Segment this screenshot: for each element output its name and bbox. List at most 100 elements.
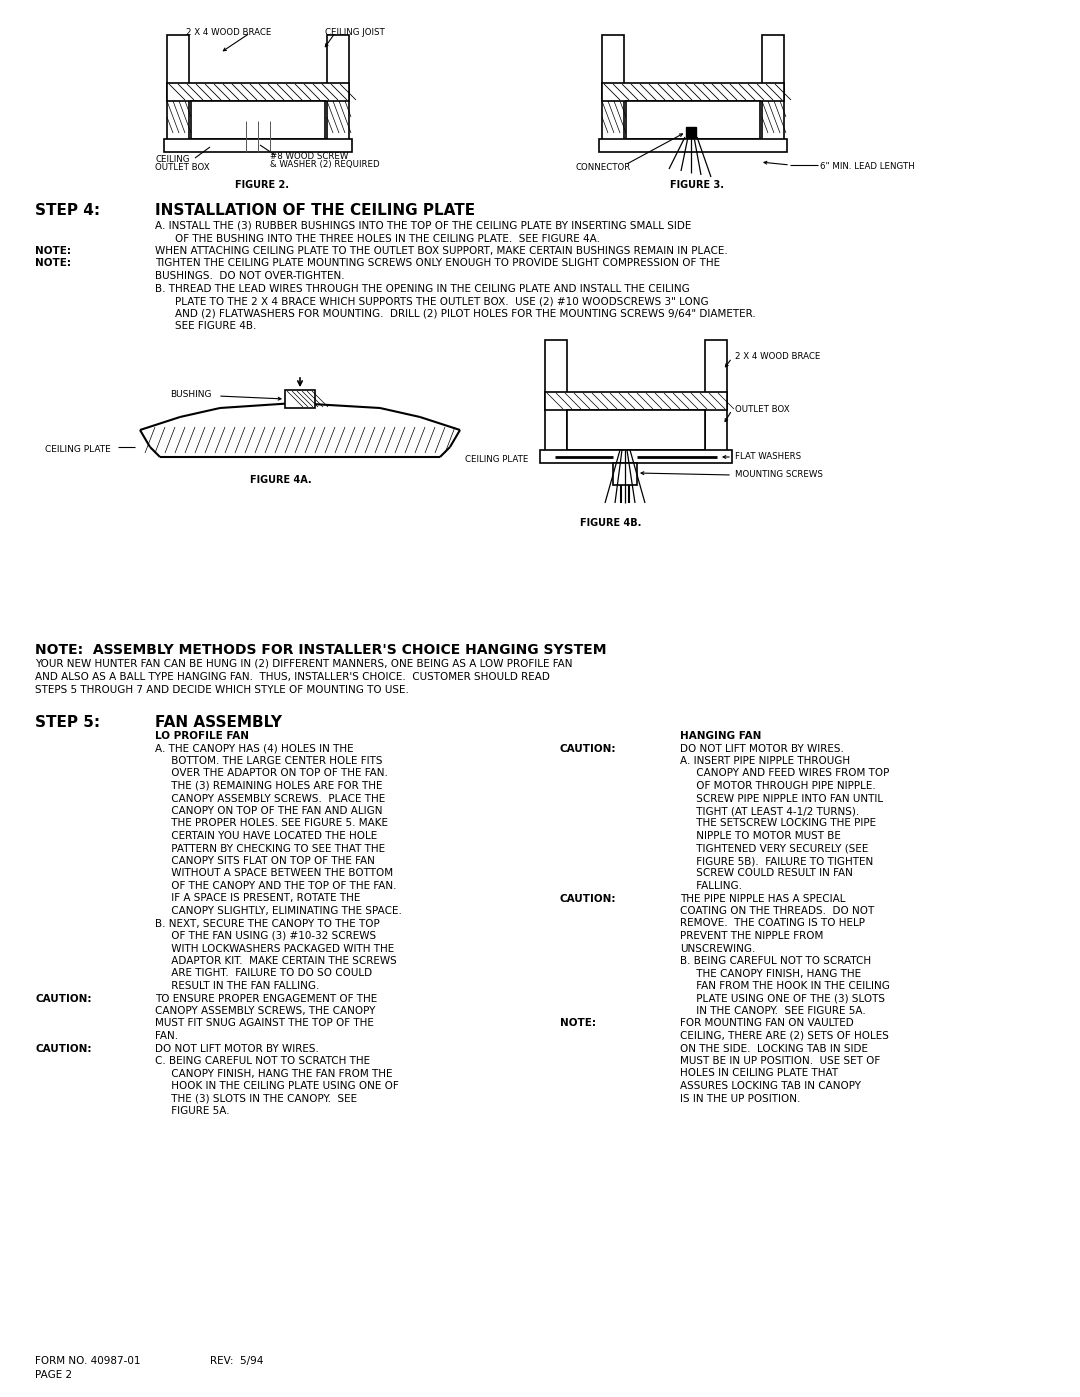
Text: NOTE:: NOTE: (561, 1018, 596, 1028)
Text: YOUR NEW HUNTER FAN CAN BE HUNG IN (2) DIFFERENT MANNERS, ONE BEING AS A LOW PRO: YOUR NEW HUNTER FAN CAN BE HUNG IN (2) D… (35, 659, 572, 669)
Text: DO NOT LIFT MOTOR BY WIRES.: DO NOT LIFT MOTOR BY WIRES. (680, 743, 843, 753)
Text: CEILING JOIST: CEILING JOIST (325, 28, 384, 36)
Bar (327, 35, 349, 140)
Text: HANGING FAN: HANGING FAN (680, 731, 761, 740)
Text: HOOK IN THE CEILING PLATE USING ONE OF: HOOK IN THE CEILING PLATE USING ONE OF (156, 1081, 399, 1091)
Text: INSTALLATION OF THE CEILING PLATE: INSTALLATION OF THE CEILING PLATE (156, 203, 475, 218)
Text: FIGURE 4A.: FIGURE 4A. (249, 475, 312, 485)
Text: CAUTION:: CAUTION: (561, 743, 617, 753)
Text: OVER THE ADAPTOR ON TOP OF THE FAN.: OVER THE ADAPTOR ON TOP OF THE FAN. (156, 768, 388, 778)
Bar (167, 35, 189, 140)
Bar (191, 101, 325, 138)
Bar (167, 82, 349, 101)
Text: OF THE FAN USING (3) #10-32 SCREWS: OF THE FAN USING (3) #10-32 SCREWS (156, 930, 376, 942)
Text: IN THE CANOPY.  SEE FIGURE 5A.: IN THE CANOPY. SEE FIGURE 5A. (680, 1006, 866, 1016)
Text: FAN FROM THE HOOK IN THE CEILING: FAN FROM THE HOOK IN THE CEILING (680, 981, 890, 990)
Text: SCREW COULD RESULT IN FAN: SCREW COULD RESULT IN FAN (680, 869, 853, 879)
Text: FIGURE 2.: FIGURE 2. (235, 180, 289, 190)
Text: FIGURE 4B.: FIGURE 4B. (580, 518, 642, 528)
Text: PREVENT THE NIPPLE FROM: PREVENT THE NIPPLE FROM (680, 930, 823, 942)
Text: SEE FIGURE 4B.: SEE FIGURE 4B. (175, 321, 256, 331)
Bar (613, 462, 637, 485)
Text: LO PROFILE FAN: LO PROFILE FAN (156, 731, 249, 740)
Bar (545, 339, 567, 455)
Text: WHEN ATTACHING CEILING PLATE TO THE OUTLET BOX SUPPORT, MAKE CERTAIN BUSHINGS RE: WHEN ATTACHING CEILING PLATE TO THE OUTL… (156, 246, 728, 256)
Text: THE (3) SLOTS IN THE CANOPY.  SEE: THE (3) SLOTS IN THE CANOPY. SEE (156, 1094, 357, 1104)
Text: SCREW PIPE NIPPLE INTO FAN UNTIL: SCREW PIPE NIPPLE INTO FAN UNTIL (680, 793, 883, 803)
Bar (164, 138, 352, 152)
Text: FLAT WASHERS: FLAT WASHERS (735, 453, 801, 461)
Text: 2 X 4 WOOD BRACE: 2 X 4 WOOD BRACE (735, 352, 821, 360)
Text: NOTE:: NOTE: (35, 258, 71, 268)
Text: CANOPY ASSEMBLY SCREWS, THE CANOPY: CANOPY ASSEMBLY SCREWS, THE CANOPY (156, 1006, 376, 1016)
Text: OUTLET BOX: OUTLET BOX (735, 405, 789, 414)
Text: ADAPTOR KIT.  MAKE CERTAIN THE SCREWS: ADAPTOR KIT. MAKE CERTAIN THE SCREWS (156, 956, 396, 965)
Text: CAUTION:: CAUTION: (35, 993, 92, 1003)
Text: B. THREAD THE LEAD WIRES THROUGH THE OPENING IN THE CEILING PLATE AND INSTALL TH: B. THREAD THE LEAD WIRES THROUGH THE OPE… (156, 284, 690, 293)
Text: TIGHTEN THE CEILING PLATE MOUNTING SCREWS ONLY ENOUGH TO PROVIDE SLIGHT COMPRESS: TIGHTEN THE CEILING PLATE MOUNTING SCREW… (156, 258, 720, 268)
Text: THE (3) REMAINING HOLES ARE FOR THE: THE (3) REMAINING HOLES ARE FOR THE (156, 781, 382, 791)
Text: UNSCREWING.: UNSCREWING. (680, 943, 755, 954)
Text: PLATE USING ONE OF THE (3) SLOTS: PLATE USING ONE OF THE (3) SLOTS (680, 993, 885, 1003)
Text: FIGURE 3.: FIGURE 3. (670, 180, 724, 190)
Text: A. INSERT PIPE NIPPLE THROUGH: A. INSERT PIPE NIPPLE THROUGH (680, 756, 850, 766)
Text: CANOPY SITS FLAT ON TOP OF THE FAN: CANOPY SITS FLAT ON TOP OF THE FAN (156, 856, 375, 866)
Text: CAUTION:: CAUTION: (561, 894, 617, 904)
Text: REV:  5/94: REV: 5/94 (210, 1356, 264, 1366)
Text: WITHOUT A SPACE BETWEEN THE BOTTOM: WITHOUT A SPACE BETWEEN THE BOTTOM (156, 869, 393, 879)
Text: 6" MIN. LEAD LENGTH: 6" MIN. LEAD LENGTH (820, 162, 915, 170)
Text: CEILING PLATE: CEILING PLATE (45, 446, 111, 454)
Text: WITH LOCKWASHERS PACKAGED WITH THE: WITH LOCKWASHERS PACKAGED WITH THE (156, 943, 394, 954)
Text: REMOVE.  THE COATING IS TO HELP: REMOVE. THE COATING IS TO HELP (680, 918, 865, 929)
Text: PATTERN BY CHECKING TO SEE THAT THE: PATTERN BY CHECKING TO SEE THAT THE (156, 844, 386, 854)
Text: NOTE:: NOTE: (35, 246, 71, 256)
Bar (540, 450, 732, 462)
Text: & WASHER (2) REQUIRED: & WASHER (2) REQUIRED (270, 161, 380, 169)
Text: DO NOT LIFT MOTOR BY WIRES.: DO NOT LIFT MOTOR BY WIRES. (156, 1044, 319, 1053)
Text: IF A SPACE IS PRESENT, ROTATE THE: IF A SPACE IS PRESENT, ROTATE THE (156, 894, 361, 904)
Text: THE PROPER HOLES. SEE FIGURE 5. MAKE: THE PROPER HOLES. SEE FIGURE 5. MAKE (156, 819, 388, 828)
Text: #8 WOOD SCREW: #8 WOOD SCREW (270, 152, 349, 161)
Text: ARE TIGHT.  FAILURE TO DO SO COULD: ARE TIGHT. FAILURE TO DO SO COULD (156, 968, 373, 978)
Text: CANOPY SLIGHTLY, ELIMINATING THE SPACE.: CANOPY SLIGHTLY, ELIMINATING THE SPACE. (156, 907, 402, 916)
Text: FIGURE 5A.: FIGURE 5A. (156, 1106, 230, 1116)
Text: THE PIPE NIPPLE HAS A SPECIAL: THE PIPE NIPPLE HAS A SPECIAL (680, 894, 846, 904)
Text: CANOPY AND FEED WIRES FROM TOP: CANOPY AND FEED WIRES FROM TOP (680, 768, 889, 778)
Bar (599, 138, 787, 152)
Text: FIGURE 5B).  FAILURE TO TIGHTEN: FIGURE 5B). FAILURE TO TIGHTEN (680, 856, 874, 866)
Text: CANOPY ASSEMBLY SCREWS.  PLACE THE: CANOPY ASSEMBLY SCREWS. PLACE THE (156, 793, 386, 803)
Text: HOLES IN CEILING PLATE THAT: HOLES IN CEILING PLATE THAT (680, 1069, 838, 1078)
Text: NIPPLE TO MOTOR MUST BE: NIPPLE TO MOTOR MUST BE (680, 831, 841, 841)
Bar (602, 82, 784, 101)
Text: RESULT IN THE FAN FALLING.: RESULT IN THE FAN FALLING. (156, 981, 320, 990)
Text: CEILING PLATE: CEILING PLATE (465, 455, 528, 464)
Text: A. INSTALL THE (3) RUBBER BUSHINGS INTO THE TOP OF THE CEILING PLATE BY INSERTIN: A. INSTALL THE (3) RUBBER BUSHINGS INTO … (156, 221, 691, 231)
Text: CEILING, THERE ARE (2) SETS OF HOLES: CEILING, THERE ARE (2) SETS OF HOLES (680, 1031, 889, 1041)
Text: MOUNTING SCREWS: MOUNTING SCREWS (735, 469, 823, 479)
Text: THE CANOPY FINISH, HANG THE: THE CANOPY FINISH, HANG THE (680, 968, 861, 978)
Text: COATING ON THE THREADS.  DO NOT: COATING ON THE THREADS. DO NOT (680, 907, 874, 916)
Text: OF THE CANOPY AND THE TOP OF THE FAN.: OF THE CANOPY AND THE TOP OF THE FAN. (156, 882, 396, 891)
Text: FAN.: FAN. (156, 1031, 178, 1041)
Text: STEP 5:: STEP 5: (35, 715, 100, 731)
Text: AND (2) FLATWASHERS FOR MOUNTING.  DRILL (2) PILOT HOLES FOR THE MOUNTING SCREWS: AND (2) FLATWASHERS FOR MOUNTING. DRILL … (175, 309, 756, 319)
Text: BUSHINGS.  DO NOT OVER-TIGHTEN.: BUSHINGS. DO NOT OVER-TIGHTEN. (156, 271, 345, 281)
Text: MUST BE IN UP POSITION.  USE SET OF: MUST BE IN UP POSITION. USE SET OF (680, 1056, 880, 1066)
Text: CANOPY FINISH, HANG THE FAN FROM THE: CANOPY FINISH, HANG THE FAN FROM THE (156, 1069, 392, 1078)
Bar (285, 390, 315, 408)
Bar (602, 35, 624, 140)
Text: FAN ASSEMBLY: FAN ASSEMBLY (156, 715, 282, 731)
Text: TIGHT (AT LEAST 4-1/2 TURNS).: TIGHT (AT LEAST 4-1/2 TURNS). (680, 806, 860, 816)
Bar (567, 409, 705, 450)
Text: BUSHING: BUSHING (170, 390, 212, 400)
Text: B. BEING CAREFUL NOT TO SCRATCH: B. BEING CAREFUL NOT TO SCRATCH (680, 956, 872, 965)
Text: BOTTOM. THE LARGE CENTER HOLE FITS: BOTTOM. THE LARGE CENTER HOLE FITS (156, 756, 382, 766)
Text: PLATE TO THE 2 X 4 BRACE WHICH SUPPORTS THE OUTLET BOX.  USE (2) #10 WOODSCREWS : PLATE TO THE 2 X 4 BRACE WHICH SUPPORTS … (175, 296, 708, 306)
Bar (626, 101, 760, 138)
Text: ON THE SIDE.  LOCKING TAB IN SIDE: ON THE SIDE. LOCKING TAB IN SIDE (680, 1044, 868, 1053)
Text: CAUTION:: CAUTION: (35, 1044, 92, 1053)
Text: ASSURES LOCKING TAB IN CANOPY: ASSURES LOCKING TAB IN CANOPY (680, 1081, 861, 1091)
Text: FORM NO. 40987-01: FORM NO. 40987-01 (35, 1356, 140, 1366)
Bar (686, 127, 696, 137)
Text: CERTAIN YOU HAVE LOCATED THE HOLE: CERTAIN YOU HAVE LOCATED THE HOLE (156, 831, 377, 841)
